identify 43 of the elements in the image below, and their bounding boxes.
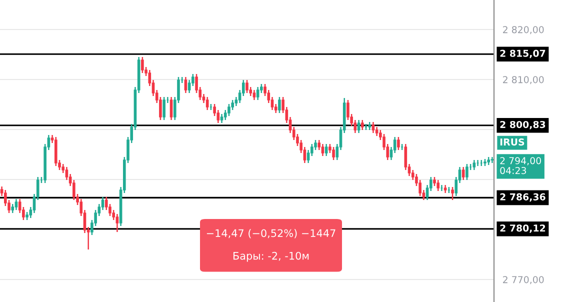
ref-line-label: 2 780,12: [500, 224, 546, 233]
candlestick: [472, 159, 476, 171]
candlestick: [252, 89, 256, 101]
candlestick: [357, 119, 360, 134]
candlestick: [170, 96, 173, 121]
candlestick: [306, 149, 310, 164]
ref-line-label: 2 800,83: [500, 120, 546, 130]
y-tick-label: 2 810,00: [503, 76, 544, 84]
candlestick: [206, 96, 209, 111]
candlestick: [116, 213, 119, 233]
candlestick: [228, 103, 230, 117]
candlestick: [54, 136, 58, 167]
annotation: −14,47 (−0,52%) −1447: [206, 229, 336, 238]
candlestick: [18, 198, 22, 214]
candlestick: [184, 76, 188, 94]
candlestick: [490, 156, 494, 164]
ref-line-label: 2 815,07: [500, 50, 546, 58]
annotation: Бары: -2, -10м: [233, 252, 309, 262]
candlestick: [303, 146, 306, 164]
y-tick-label: 2 770,00: [503, 276, 544, 284]
candlestick: [256, 86, 260, 101]
candlestick: [354, 119, 357, 134]
text: 04:23: [500, 166, 526, 174]
candlestick: [188, 79, 191, 94]
candlestick: [451, 186, 454, 201]
candlestick: [14, 198, 18, 211]
candlestick: [466, 163, 468, 181]
y-tick-label: 2 820,00: [503, 26, 544, 34]
candlestick: [397, 136, 400, 151]
candlestick: [324, 143, 328, 157]
ref-line-label: 2 786,36: [500, 193, 546, 202]
candlestick: [321, 143, 324, 157]
text: 2 794,00: [500, 157, 541, 166]
candlestick: [278, 96, 281, 114]
candlestick: [246, 79, 248, 94]
text: IRUS: [500, 138, 524, 146]
candlestick: [462, 166, 465, 181]
candlestick: [162, 96, 166, 121]
candlestick: [332, 146, 335, 161]
candlestick: [141, 56, 144, 74]
candlestick: [372, 121, 375, 134]
candlestick: [360, 119, 364, 131]
candlestick: [436, 179, 440, 192]
